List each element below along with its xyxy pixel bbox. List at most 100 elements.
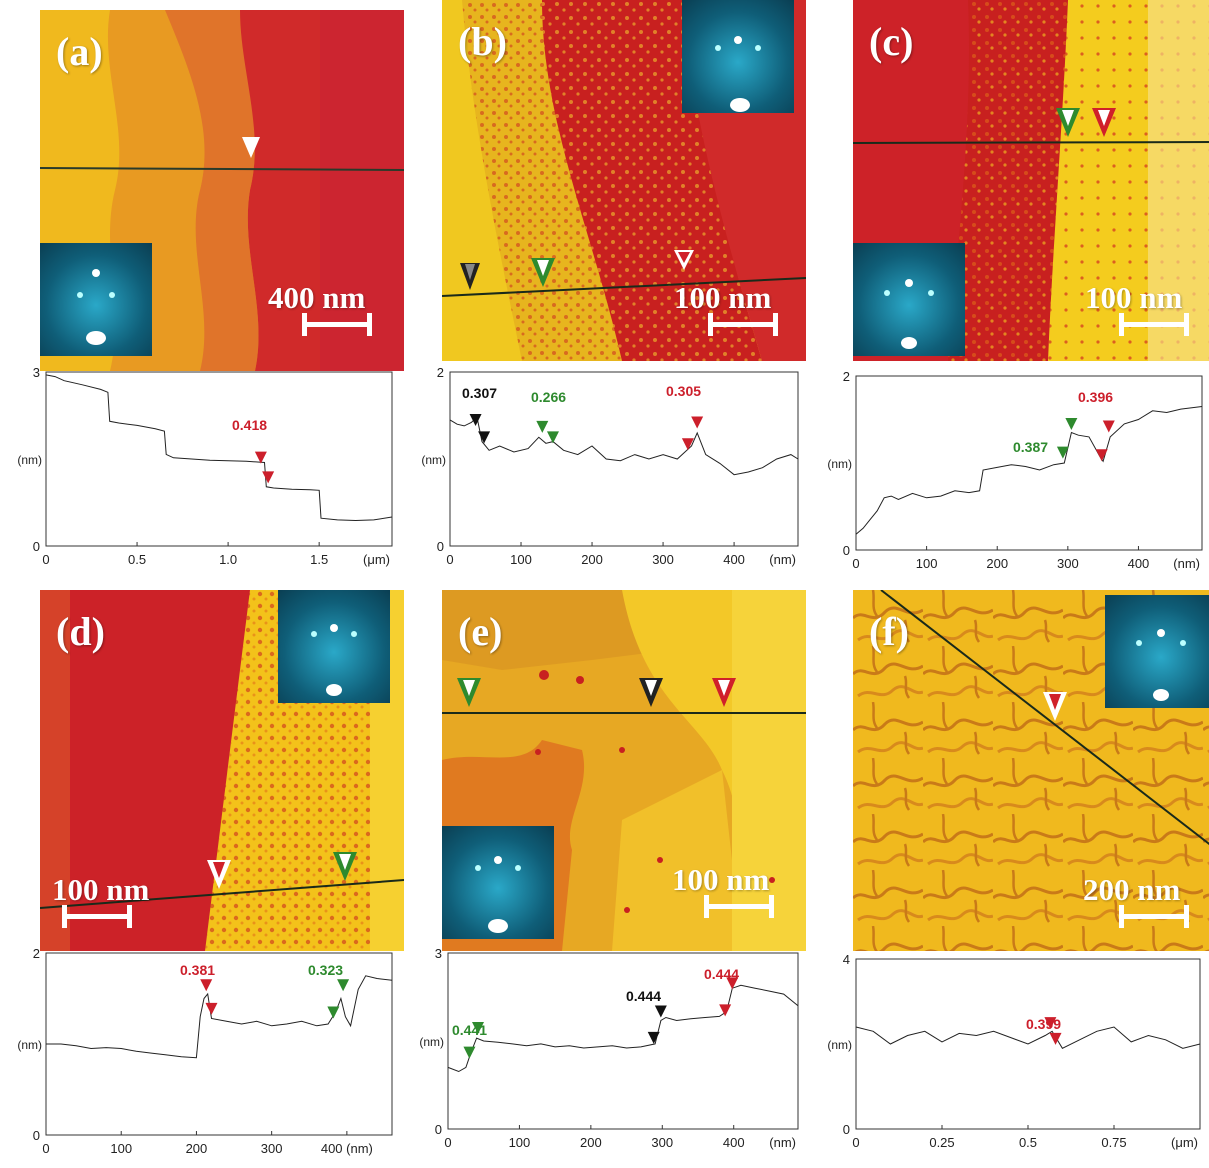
height-profile-line [46,975,393,1059]
x-axis-unit: (nm) [769,1135,796,1150]
cursor-marker [327,1006,340,1019]
cursor-marker [472,1021,484,1034]
y-tick-label: 0 [435,1122,442,1137]
y-tick-label: 0 [843,1122,850,1137]
y-axis-label: (nm) [419,1035,444,1049]
afm-image-f: (f) 200 nm [853,590,1209,951]
afm-image-e: (e) 100 nm [442,590,806,951]
x-tick-label: 100 [509,1135,531,1150]
x-tick-label: 1.0 [219,552,237,567]
panel-label: (a) [56,29,103,74]
panel-label: (b) [458,19,507,64]
cursor-marker [478,431,491,444]
cursor-marker [262,471,275,484]
cursor-marker [726,977,739,990]
panel-label: (f) [869,609,909,654]
scale-bar-label: 200 nm [1083,872,1181,907]
height-profile-b: 0 2 (nm) 0 100 200 300 400 (nm) 0.307 0.266 0.305 [404,365,808,578]
step-height-label: 0.307 [462,385,497,401]
scale-bar: 100 nm [674,280,794,336]
x-tick-label: 200 [581,552,603,567]
cursor-marker [254,451,267,464]
x-tick-label: 100 [510,552,532,567]
y-tick-label: 2 [843,369,850,384]
cursor-marker [654,1005,667,1018]
plot-frame [447,952,799,1130]
step-height-label: 0.266 [531,389,566,405]
step-height-label: 0.399 [1026,1016,1061,1032]
step-height-label: 0.444 [626,988,661,1004]
y-tick-label: 2 [437,368,444,380]
scale-bar-label: 100 nm [52,872,150,907]
plot-frame [855,375,1203,551]
leed-pattern-inset [1105,595,1209,708]
leed-pattern-inset [40,243,152,356]
leed-pattern-inset [853,243,965,356]
y-axis-label: (nm) [17,453,42,467]
height-profile-f: 0 4 (nm) 0 0.25 0.5 0.75 (μm) 0.399 [808,945,1209,1168]
x-tick-label: 0 [444,1135,451,1150]
x-tick-label: 400 [723,552,745,567]
scale-bar-label: 100 nm [1085,280,1183,315]
panel-label: (e) [458,609,503,654]
y-axis-label: (nm) [827,457,852,471]
y-tick-label: 3 [435,946,442,961]
scale-bar-label: 100 nm [674,280,772,315]
cursor-marker [1044,1017,1057,1030]
leed-pattern-inset [278,590,390,703]
scale-bar: 400 nm [268,280,378,336]
leed-pattern-inset [442,826,554,939]
cursor-marker [1095,449,1108,462]
height-profile-d: 0 2 (nm) 0 100 200 300 400 (nm) 0.381 0.323 [0,945,404,1168]
x-axis-unit: (nm) [1173,556,1200,571]
height-profile-e: 0 3 (nm) 0 100 200 300 400 (nm) 0.441 0.444 0.444 [404,945,808,1168]
x-tick-label: 100 [916,556,938,571]
leed-pattern-inset [682,0,794,113]
cursor-marker [1065,417,1078,430]
y-axis-label: (nm) [827,1038,852,1052]
x-tick-label: 0.5 [128,552,146,567]
x-axis-unit: (μm) [363,552,390,567]
step-height-label: 0.387 [1013,439,1048,455]
x-tick-label: 0 [852,556,859,571]
cursor-marker [681,438,694,451]
cursor-marker [647,1031,660,1044]
height-profile-line [855,406,1203,535]
cursor-marker [205,1002,218,1015]
step-height-label: 0.305 [666,383,701,399]
x-axis-unit: (nm) [769,552,796,567]
marker-white [242,137,260,158]
scale-bar-label: 400 nm [268,280,366,315]
cursor-marker [200,979,213,992]
plot-frame [45,371,393,547]
step-height-label: 0.323 [308,962,343,978]
step-height-label: 0.396 [1078,389,1113,405]
y-tick-label: 4 [843,952,850,967]
x-tick-label: 300 [651,1135,673,1150]
x-tick-label: 0 [42,1141,49,1156]
x-tick-label: 400 [723,1135,745,1150]
panel-label: (d) [56,609,105,654]
y-axis-label: (nm) [421,453,446,467]
scale-bar: 100 nm [1085,280,1205,336]
cursor-marker [536,420,549,433]
height-profile-line [855,1026,1201,1049]
afm-topography-c [853,0,1209,361]
afm-image-b: (b) 100 nm [442,0,806,361]
x-tick-label: 100 [110,1141,132,1156]
cursor-marker [469,413,482,426]
x-tick-label: 400 (nm) [321,1141,373,1156]
cursor-marker [1102,420,1115,433]
x-tick-label: 0.75 [1101,1135,1126,1150]
step-height-label: 0.381 [180,962,215,978]
y-tick-label: 0 [843,543,850,558]
x-tick-label: 300 [1057,556,1079,571]
cursor-marker [719,1004,732,1017]
panel-label: (c) [869,19,914,64]
x-tick-label: 0.25 [929,1135,954,1150]
y-tick-label: 0 [437,539,444,554]
cursor-marker [337,979,350,992]
x-tick-label: 200 [580,1135,602,1150]
step-height-label: 0.418 [232,417,267,433]
afm-image-d: (d) 100 nm [40,590,404,951]
